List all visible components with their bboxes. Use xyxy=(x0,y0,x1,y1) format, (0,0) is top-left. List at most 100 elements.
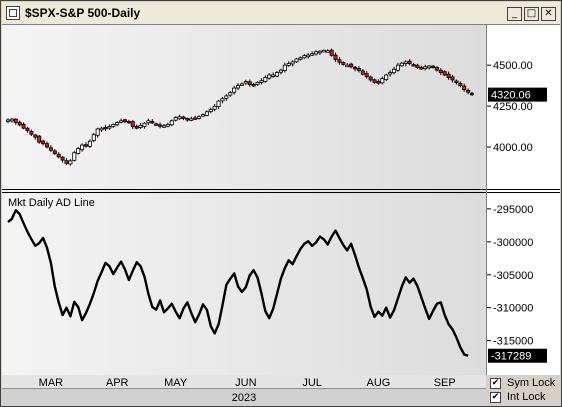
month-tick-label: MAR xyxy=(39,377,64,389)
candle-body xyxy=(134,125,139,129)
candle-body xyxy=(111,124,116,127)
ad-tick-label: -295000 xyxy=(493,204,533,216)
candle-body xyxy=(197,116,202,119)
candle-body xyxy=(247,81,252,85)
candle-body xyxy=(278,69,283,73)
candle-body xyxy=(212,106,217,110)
candle-body xyxy=(220,98,225,102)
candle-body xyxy=(271,74,276,77)
candle-body xyxy=(392,68,397,74)
window-icon[interactable] xyxy=(6,6,20,20)
price-candles xyxy=(6,48,474,166)
ad-line-series xyxy=(7,209,469,357)
price-axis: 4500.00 4250.00 4000.00 -295000 -300000 -305… xyxy=(486,25,560,375)
candle-body xyxy=(407,60,412,64)
candle-body xyxy=(454,80,459,83)
candle-body xyxy=(154,123,159,126)
minimize-button[interactable]: _ xyxy=(507,7,522,21)
ad-tick-label: -300000 xyxy=(493,237,533,249)
month-tick-label: MAY xyxy=(164,377,188,389)
last-price-label: 4320.06 xyxy=(491,90,531,102)
candle-body xyxy=(368,76,373,81)
candle-body xyxy=(384,74,389,80)
month-tick-label: APR xyxy=(106,377,129,389)
candle-body xyxy=(302,55,307,59)
candle-body xyxy=(314,51,319,55)
candle-body xyxy=(372,79,377,83)
month-tick-label: JUL xyxy=(302,377,322,389)
candle-body xyxy=(282,64,287,71)
candle-body xyxy=(9,118,14,122)
candle-body xyxy=(466,90,471,93)
candle-body xyxy=(306,54,311,58)
candle-body xyxy=(267,74,272,79)
candle-body xyxy=(122,119,127,123)
candle-body xyxy=(189,118,194,121)
candle-body xyxy=(72,152,77,161)
candle-body xyxy=(64,160,69,164)
candle-body xyxy=(33,134,38,138)
candle-body xyxy=(158,124,163,127)
candle-body xyxy=(275,72,280,77)
candle-body xyxy=(173,117,178,121)
candle-body xyxy=(91,134,96,141)
candle-body xyxy=(208,108,213,112)
time-axis: MAR APR MAY JUN JUL AUG SEP 2023 xyxy=(2,375,486,406)
candle-body xyxy=(364,73,369,78)
candle-body xyxy=(17,121,22,126)
candle-body xyxy=(333,54,338,60)
bottom-bar: MAR APR MAY JUN JUL AUG SEP 2023 ✔ Sym Lock ✔ … xyxy=(2,375,560,406)
candle-body xyxy=(103,126,108,130)
last-price-badge xyxy=(488,87,547,102)
candle-body xyxy=(239,83,244,86)
candle-body xyxy=(115,122,120,126)
candle-body xyxy=(177,116,182,120)
candle-body xyxy=(165,124,170,127)
sym-lock-label: Sym Lock xyxy=(507,377,556,389)
candle-body xyxy=(95,128,100,136)
candle-body xyxy=(345,64,350,68)
candle-body xyxy=(21,123,26,129)
candle-body xyxy=(119,120,124,123)
int-lock-label: Int Lock xyxy=(507,391,546,403)
candle-body xyxy=(41,140,46,145)
candle-body xyxy=(321,50,326,53)
candle-body xyxy=(161,125,166,128)
chart-plot-area[interactable]: Mkt Daily AD Line xyxy=(2,25,486,375)
candle-body xyxy=(419,67,424,70)
candle-body xyxy=(56,153,61,158)
candle-body xyxy=(126,121,131,124)
candle-body xyxy=(204,111,209,116)
candle-body xyxy=(193,117,198,120)
candle-body xyxy=(48,147,53,151)
candle-body xyxy=(150,121,155,124)
maximize-button[interactable]: □ xyxy=(524,7,539,21)
month-tick-label: SEP xyxy=(434,377,456,389)
candle-body xyxy=(360,70,365,75)
candle-body xyxy=(60,156,65,161)
candle-body xyxy=(224,95,229,99)
candle-body xyxy=(337,59,342,63)
candle-body xyxy=(353,66,358,70)
candle-body xyxy=(107,126,112,129)
candle-body xyxy=(329,49,334,56)
candle-body xyxy=(423,66,428,69)
ad-tick-label: -315000 xyxy=(493,336,533,348)
candle-body xyxy=(442,71,447,76)
candle-body xyxy=(427,65,432,69)
candle-body xyxy=(216,100,221,107)
candle-body xyxy=(44,143,49,148)
ad-line-title: Mkt Daily AD Line xyxy=(8,197,95,209)
candle-body xyxy=(298,57,303,60)
sym-lock-checkbox[interactable]: ✔ xyxy=(490,378,501,389)
candle-body xyxy=(29,131,34,135)
candle-body xyxy=(469,92,474,96)
candle-body xyxy=(310,53,315,56)
candle-body xyxy=(395,64,400,71)
candle-body xyxy=(403,61,408,64)
close-button[interactable]: ✕ xyxy=(541,7,556,21)
title-bar[interactable]: $SPX-S&P 500-Daily _ □ ✕ xyxy=(2,2,560,25)
int-lock-checkbox[interactable]: ✔ xyxy=(490,392,501,403)
candle-body xyxy=(411,64,416,67)
